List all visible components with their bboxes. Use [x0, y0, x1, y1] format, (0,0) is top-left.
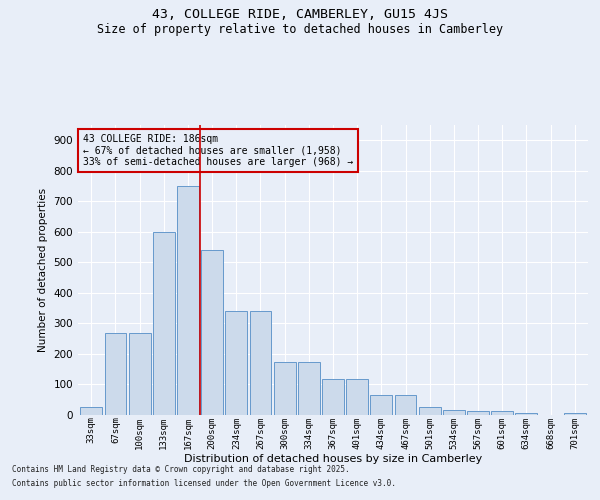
Bar: [467, 412, 489, 415]
Text: 43 COLLEGE RIDE: 186sqm
← 67% of detached houses are smaller (1,958)
33% of semi: 43 COLLEGE RIDE: 186sqm ← 67% of detache…: [83, 134, 353, 167]
Bar: [250, 311, 271, 415]
Bar: [443, 410, 465, 415]
Bar: [491, 412, 513, 415]
Bar: [322, 379, 344, 415]
Bar: [370, 395, 392, 415]
Bar: [201, 250, 223, 415]
Bar: [177, 186, 199, 415]
Bar: [346, 379, 368, 415]
Bar: [226, 311, 247, 415]
Bar: [153, 232, 175, 415]
Text: Contains public sector information licensed under the Open Government Licence v3: Contains public sector information licen…: [12, 479, 396, 488]
Bar: [298, 362, 320, 415]
Bar: [274, 362, 296, 415]
Bar: [80, 408, 102, 415]
Text: Contains HM Land Registry data © Crown copyright and database right 2025.: Contains HM Land Registry data © Crown c…: [12, 466, 350, 474]
Bar: [515, 414, 537, 415]
Bar: [129, 332, 151, 415]
X-axis label: Distribution of detached houses by size in Camberley: Distribution of detached houses by size …: [184, 454, 482, 464]
Bar: [564, 412, 586, 415]
Text: Size of property relative to detached houses in Camberley: Size of property relative to detached ho…: [97, 22, 503, 36]
Bar: [104, 332, 127, 415]
Bar: [395, 395, 416, 415]
Bar: [419, 408, 440, 415]
Y-axis label: Number of detached properties: Number of detached properties: [38, 188, 48, 352]
Text: 43, COLLEGE RIDE, CAMBERLEY, GU15 4JS: 43, COLLEGE RIDE, CAMBERLEY, GU15 4JS: [152, 8, 448, 20]
